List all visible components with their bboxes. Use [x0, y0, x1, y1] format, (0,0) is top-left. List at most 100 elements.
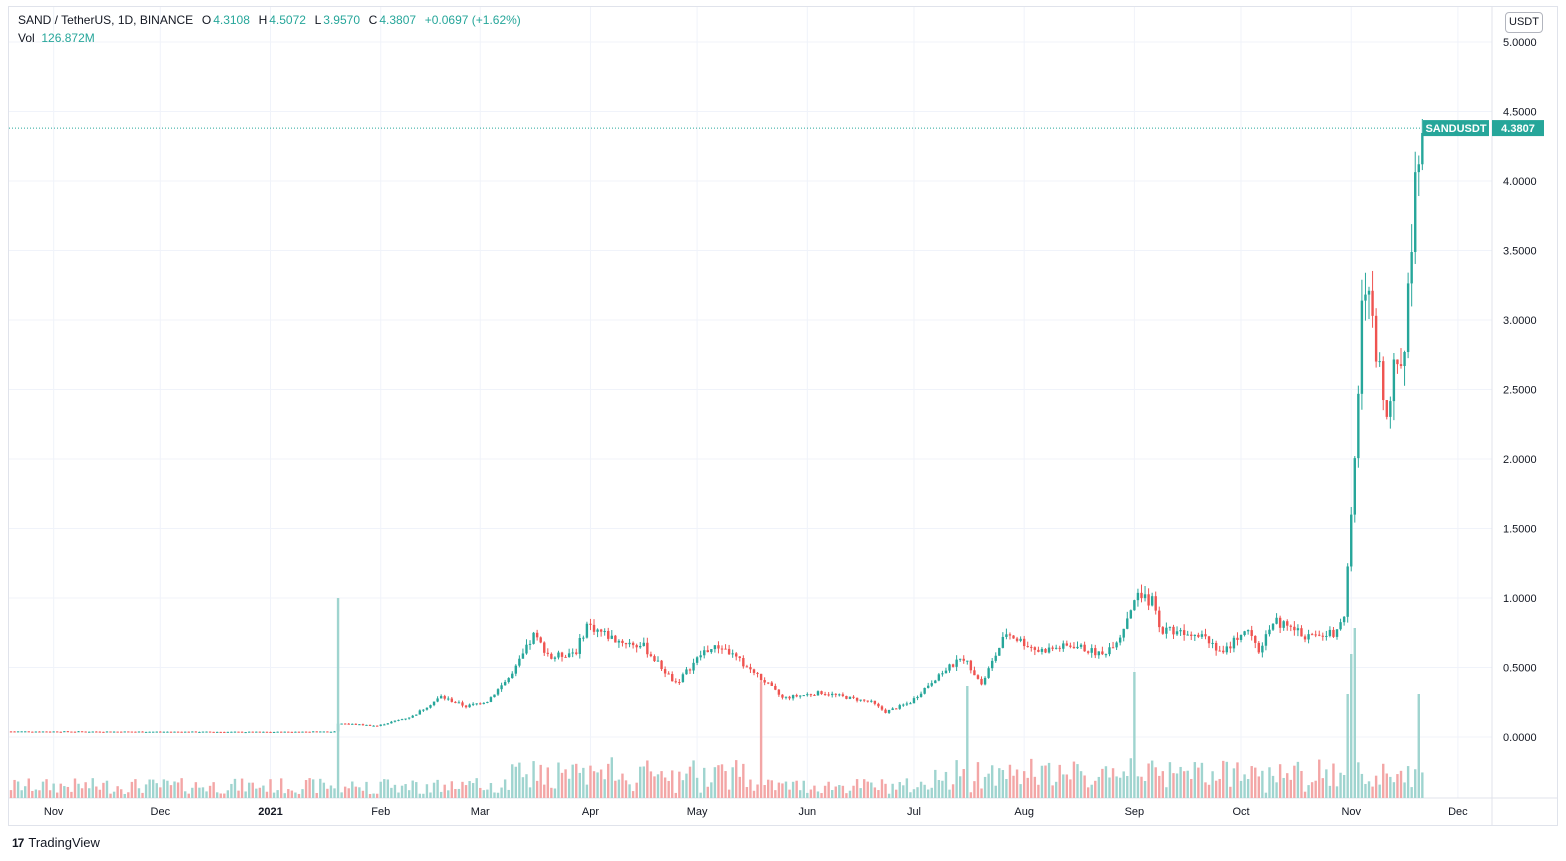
x-tick-label: Jun	[798, 806, 816, 818]
volume-bar	[1239, 780, 1243, 798]
candle-body	[425, 707, 429, 710]
volume-bar	[1225, 761, 1229, 798]
volume-bar	[1022, 771, 1026, 798]
candle-body	[1360, 300, 1364, 394]
volume-bar	[1218, 778, 1221, 798]
volume-bar	[169, 785, 173, 798]
candle-body	[1243, 631, 1246, 635]
close-value: 4.3807	[379, 13, 417, 27]
candle-body	[1126, 618, 1129, 629]
volume-bar	[543, 784, 546, 798]
candle-body	[710, 649, 713, 653]
volume-bar	[1030, 758, 1033, 798]
volume-bar	[244, 791, 247, 798]
candle-body	[1382, 361, 1385, 401]
candle-body	[1414, 172, 1417, 253]
symbol-title[interactable]: SAND / TetherUS, 1D, BINANCE	[18, 13, 194, 27]
volume-bar	[407, 790, 411, 798]
volume-bar	[1083, 775, 1086, 798]
candle-body	[685, 669, 688, 675]
candle-body	[1065, 643, 1069, 646]
candle-body	[66, 731, 70, 733]
candle-body	[1150, 596, 1154, 606]
volume-bar	[894, 789, 898, 798]
candle-body	[1346, 566, 1349, 617]
candle-body	[681, 674, 685, 683]
volume-bar	[80, 788, 84, 798]
volume-bar	[41, 781, 45, 798]
candle-body	[1168, 626, 1172, 628]
tradingview-icon: 17	[12, 835, 24, 850]
volume-bar	[258, 787, 262, 798]
candle-body	[1054, 647, 1058, 649]
volume-bar	[745, 787, 749, 798]
candle-body	[1207, 636, 1211, 644]
volume-bar	[52, 783, 55, 798]
candle-body	[866, 700, 869, 702]
tradingview-logo[interactable]: 17 TradingView	[12, 835, 100, 850]
candle-body	[948, 664, 951, 671]
candle-body	[1022, 638, 1026, 647]
volume-bar	[447, 790, 450, 798]
candle-body	[1389, 401, 1392, 417]
candle-body	[1403, 352, 1406, 367]
candle-body	[567, 653, 571, 658]
candle-body	[464, 705, 468, 708]
candle-body	[77, 731, 80, 733]
volume-bar	[1065, 774, 1069, 798]
volume-bar	[528, 787, 532, 798]
candle-body	[475, 703, 478, 705]
volume-bar	[102, 782, 105, 798]
volume-bar	[1079, 771, 1083, 798]
candle-body	[155, 731, 158, 733]
candle-body	[340, 723, 343, 725]
y-tick-label: 4.5000	[1503, 107, 1537, 119]
candle-body	[1399, 364, 1403, 367]
candle-body	[31, 731, 34, 733]
volume-bar	[1101, 768, 1104, 798]
volume-bar	[695, 777, 699, 798]
volume-bar	[27, 778, 30, 798]
volume-bar	[688, 766, 692, 798]
candle-body	[1236, 637, 1239, 640]
volume-bar	[20, 790, 23, 798]
volume-bar	[944, 771, 948, 798]
candle-body	[1158, 610, 1161, 628]
volume-bar	[1268, 767, 1271, 798]
candle-body	[752, 669, 756, 673]
candle-body	[73, 731, 77, 733]
candle-body	[1211, 642, 1214, 644]
volume-bar	[983, 776, 987, 798]
volume-bar	[628, 784, 631, 798]
candle-body	[767, 682, 770, 684]
candle-body	[354, 723, 358, 725]
candle-body	[304, 731, 308, 733]
candle-body	[343, 723, 347, 725]
candle-body	[279, 731, 283, 733]
volume-bar	[1243, 774, 1246, 798]
candle-body	[1250, 630, 1253, 636]
open-label: O	[201, 13, 212, 27]
volume-bar	[575, 763, 578, 798]
volume-bar	[297, 793, 301, 798]
candle-body	[1342, 616, 1346, 623]
volume-bar	[1399, 770, 1403, 798]
candle-body	[973, 670, 976, 676]
volume-bar	[834, 786, 837, 798]
volume-bar	[16, 781, 20, 798]
candle-body	[692, 662, 695, 671]
volume-bar	[585, 784, 589, 798]
candle-body	[870, 700, 873, 702]
volume-bar	[500, 787, 503, 798]
candle-body	[582, 637, 585, 639]
candle-body	[653, 656, 656, 662]
candle-body	[63, 731, 66, 733]
currency-button[interactable]: USDT	[1505, 12, 1543, 33]
candle-body	[635, 645, 638, 648]
candle-body	[649, 654, 653, 657]
candle-body	[120, 731, 123, 733]
volume-bar	[916, 787, 919, 798]
volume-bar	[706, 786, 709, 798]
volume-bar	[614, 780, 617, 798]
